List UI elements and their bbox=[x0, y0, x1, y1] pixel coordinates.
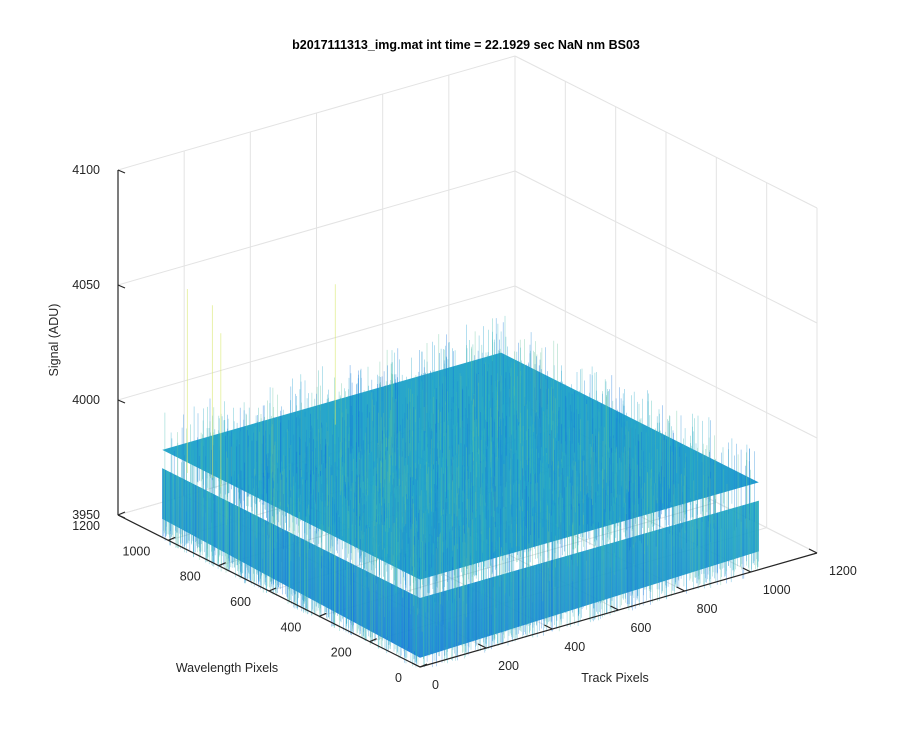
y-tick-label: 1200 bbox=[72, 519, 100, 533]
surface-body bbox=[162, 284, 760, 668]
y-tick-label: 1000 bbox=[123, 544, 151, 558]
grid-line bbox=[117, 285, 516, 401]
grid-line bbox=[514, 170, 818, 324]
x-tick-label: 0 bbox=[432, 678, 439, 692]
z-tick-label: 4100 bbox=[72, 163, 100, 177]
z-tick bbox=[117, 169, 126, 174]
grid-line bbox=[117, 55, 516, 171]
y-tick bbox=[419, 663, 428, 668]
x-tick bbox=[544, 624, 553, 630]
z-tick bbox=[117, 399, 126, 404]
z-tick-label: 3950 bbox=[72, 508, 100, 522]
y-tick bbox=[319, 612, 327, 617]
x-tick-label: 1000 bbox=[763, 583, 791, 597]
surface-noise bbox=[162, 284, 760, 668]
grid-line bbox=[514, 285, 818, 439]
z-tick bbox=[117, 514, 126, 519]
grid-line bbox=[514, 55, 818, 209]
x-tick bbox=[610, 605, 619, 611]
y-tick bbox=[168, 536, 176, 541]
y-tick-label: 200 bbox=[331, 646, 352, 660]
y-tick-label: 400 bbox=[280, 620, 301, 634]
x-tick-label: 800 bbox=[697, 602, 718, 616]
z-tick-label: 4050 bbox=[72, 278, 100, 292]
x-tick-label: 400 bbox=[564, 640, 585, 654]
y-tick-label: 800 bbox=[180, 570, 201, 584]
axes: 3950 4000 4050 4100 0 200 400 600 800 1000 1200 0 20… bbox=[72, 163, 857, 692]
z-tick bbox=[117, 284, 126, 289]
x-tick bbox=[676, 586, 685, 592]
x-tick-label: 200 bbox=[498, 659, 519, 673]
x-tick bbox=[477, 643, 487, 649]
y-tick bbox=[369, 638, 377, 643]
y-tick bbox=[268, 587, 277, 592]
y-tick bbox=[218, 562, 226, 567]
x-tick bbox=[808, 548, 818, 554]
y-axis-label: Wavelength Pixels bbox=[176, 661, 278, 675]
x-axis-label: Track Pixels bbox=[581, 671, 649, 685]
y-tick-label: 0 bbox=[395, 671, 402, 685]
x-tick bbox=[742, 567, 752, 573]
y-tick-label: 600 bbox=[230, 595, 251, 609]
grid-line bbox=[117, 170, 516, 286]
chart-title: b2017111313_img.mat int time = 22.1929 s… bbox=[292, 38, 640, 52]
y-tick bbox=[117, 511, 126, 516]
z-axis-label: Signal (ADU) bbox=[47, 304, 61, 377]
z-tick-label: 4000 bbox=[72, 393, 100, 407]
x-tick-label: 600 bbox=[631, 621, 652, 635]
x-tick-label: 1200 bbox=[829, 564, 857, 578]
x-tick bbox=[411, 662, 421, 668]
